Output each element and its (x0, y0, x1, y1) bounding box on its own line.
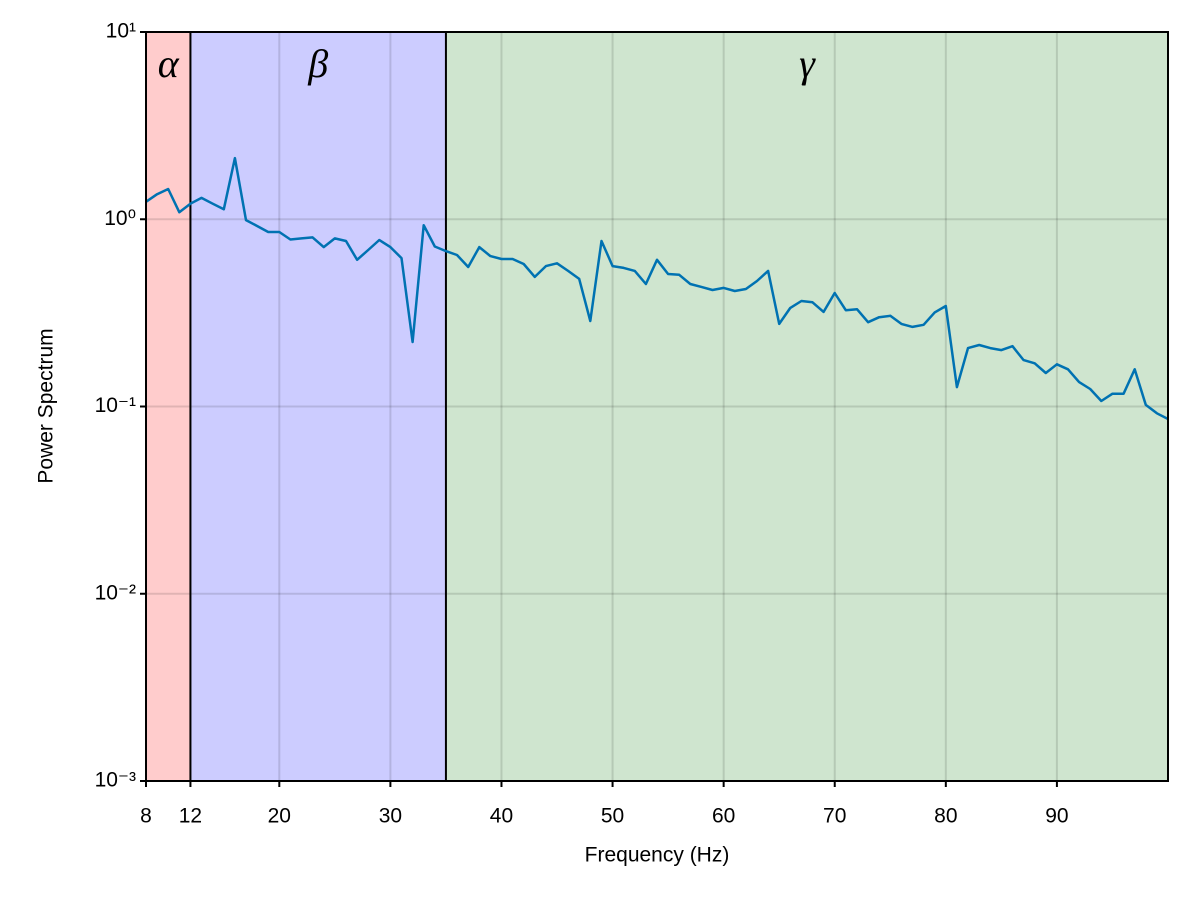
x-tick-label: 20 (268, 805, 291, 828)
data-line (145, 156, 1169, 421)
y-axis-label: Power Spectrum (35, 328, 58, 483)
x-tick-label: 70 (823, 805, 846, 828)
x-tick-label: 90 (1045, 805, 1068, 828)
x-tick-label: 50 (601, 805, 624, 828)
x-tick-label: 40 (490, 805, 513, 828)
x-tick-label: 60 (712, 805, 735, 828)
band-label: β (307, 41, 328, 86)
y-tick-label: 10⁻¹ (95, 394, 136, 417)
x-tick-label: 12 (179, 805, 202, 828)
x-axis-label: Frequency (Hz) (585, 844, 730, 867)
y-tick-label: 10⁰ (104, 207, 136, 230)
y-tick-label: 10¹ (106, 20, 136, 43)
y-tick-label: 10⁻² (95, 581, 136, 604)
band-label: γ (799, 41, 816, 86)
band (190, 32, 446, 781)
y-tick-label: 10⁻³ (95, 769, 136, 792)
band (146, 32, 191, 781)
x-tick-label: 8 (140, 805, 152, 828)
band (445, 32, 1168, 781)
x-tick-label: 80 (934, 805, 957, 828)
x-tick-label: 30 (379, 805, 402, 828)
band-label: α (158, 41, 180, 86)
